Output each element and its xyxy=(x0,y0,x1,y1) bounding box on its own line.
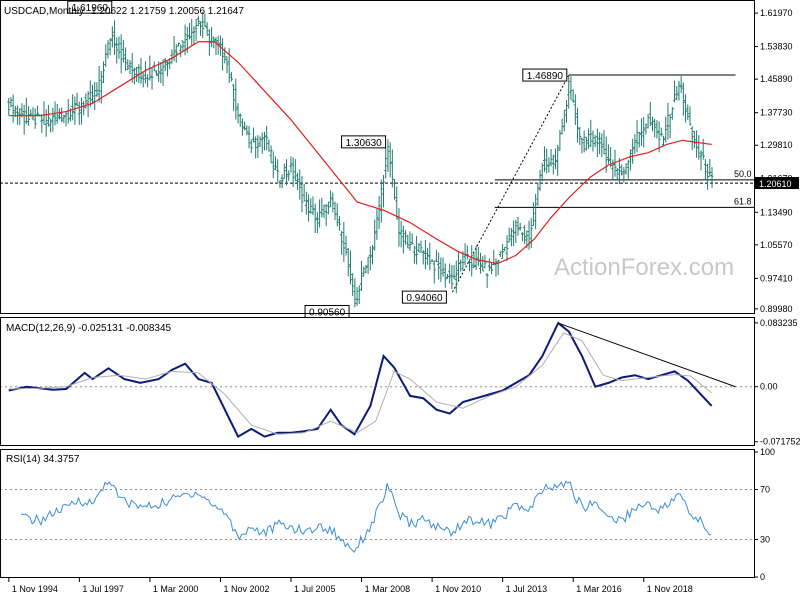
moving-average xyxy=(8,41,712,265)
x-tick-label: 1 Nov 2002 xyxy=(223,584,269,594)
header-text: USDCAD,Monthly 1.20622 1.21759 1.20056 1… xyxy=(4,6,244,17)
rsi-title: RSI(14) 34.3757 xyxy=(6,454,80,465)
last-price-box xyxy=(755,177,799,190)
fib-level-label: 50.0 xyxy=(734,169,752,179)
macd-trend-line xyxy=(558,322,736,388)
rsi-pane xyxy=(0,480,754,553)
macd-y-tick-label: 0.083235 xyxy=(760,318,798,328)
price-y-tick-label: 0.97410 xyxy=(760,273,793,283)
x-tick-label: 1 Jul 1997 xyxy=(82,584,124,594)
macd-pane xyxy=(0,321,754,438)
macd-y-tick-label: -0.071752 xyxy=(760,437,800,447)
price-y-tick-label: 1.37730 xyxy=(760,108,793,118)
rsi-pane-border xyxy=(0,449,755,578)
x-tick-label: 1 Nov 2018 xyxy=(647,584,693,594)
x-tick-label: 1 Mar 2000 xyxy=(153,584,199,594)
price-y-tick-label: 1.53830 xyxy=(760,42,793,52)
watermark: ActionForex.com xyxy=(554,254,734,281)
trend-line-dotted xyxy=(451,74,570,293)
fib-level-label: 61.8 xyxy=(734,196,752,206)
last-price-label: 1.20610 xyxy=(759,179,792,189)
axes-layer: 1.619701.538301.458901.377301.298101.216… xyxy=(8,8,800,594)
price-annotation-label: 1.46890 xyxy=(527,71,564,82)
price-annotation-box xyxy=(522,68,568,82)
price-annotation-box xyxy=(67,0,113,14)
x-tick-label: 1 Jul 2013 xyxy=(506,584,548,594)
x-tick-label: 1 Mar 2016 xyxy=(576,584,622,594)
rsi-y-tick-label: 30 xyxy=(760,535,770,545)
rsi-line xyxy=(21,480,712,553)
macd-line xyxy=(8,321,713,438)
x-tick-label: 1 Mar 2008 xyxy=(365,584,411,594)
macd-pane-border xyxy=(0,317,755,446)
price-y-tick-label: 0.89980 xyxy=(760,304,793,314)
sma-line xyxy=(8,41,712,265)
x-tick-label: 1 Nov 1994 xyxy=(12,584,58,594)
x-tick-label: 1 Jul 2005 xyxy=(294,584,336,594)
price-annotation-label: 1.61960 xyxy=(72,3,109,14)
price-y-tick-label: 1.05570 xyxy=(760,240,793,250)
price-pane-border xyxy=(0,0,755,314)
macd-signal-line xyxy=(8,332,712,435)
macd-title: MACD(12,26,9) -0.025131 -0.008345 xyxy=(6,323,172,334)
price-annotation-box xyxy=(401,290,447,304)
price-annotation-box xyxy=(341,135,387,149)
price-annotation-label: 1.30630 xyxy=(346,138,383,149)
macd-y-tick-label: 0.00 xyxy=(760,382,778,392)
chart-symbol-label: USDCAD,Monthly xyxy=(4,6,84,17)
rsi-y-tick-label: 70 xyxy=(760,485,770,495)
price-y-tick-label: 1.13490 xyxy=(760,207,793,217)
price-y-tick-label: 1.29810 xyxy=(760,140,793,150)
rsi-y-tick-label: 0 xyxy=(760,572,765,582)
price-annotation-label: 0.94060 xyxy=(406,293,443,304)
rsi-y-tick-label: 100 xyxy=(760,447,775,457)
x-tick-label: 1 Nov 2010 xyxy=(435,584,481,594)
price-y-tick-label: 1.61970 xyxy=(760,8,793,18)
price-y-tick-label: 1.45890 xyxy=(760,74,793,84)
chart-ohlc-label: 1.20622 1.21759 1.20056 1.21647 xyxy=(91,6,244,17)
